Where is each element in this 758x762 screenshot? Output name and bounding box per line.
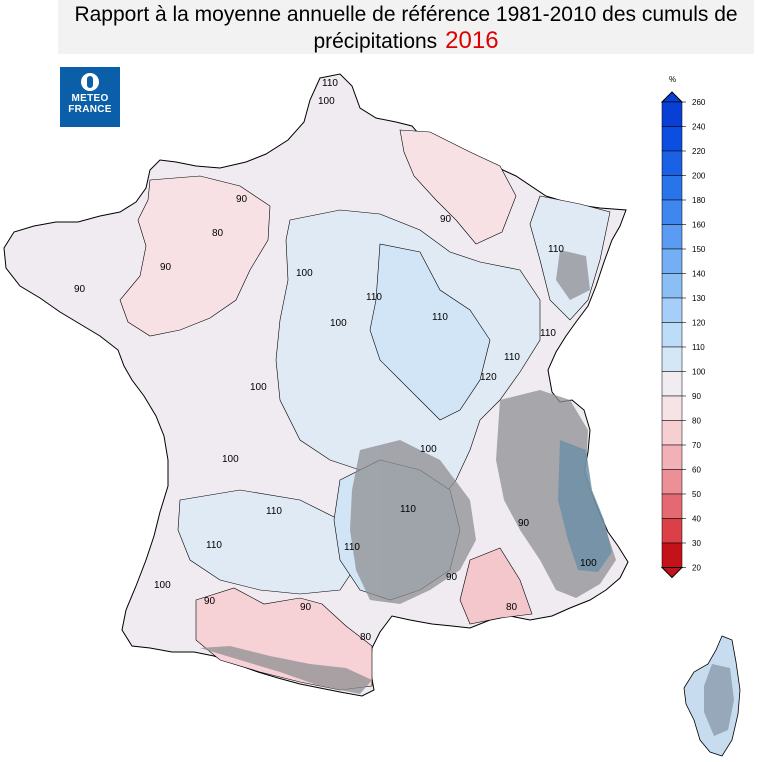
meteo-france-emblem-icon <box>81 73 99 91</box>
contour-label: 110 <box>400 504 416 515</box>
contour-label: 90 <box>204 596 216 607</box>
zone-110-120-center <box>369 243 491 421</box>
contour-labels: 110 100 90 80 90 90 100 110 100 110 120 … <box>74 78 597 643</box>
contour-label: 110 <box>504 352 520 363</box>
legend-swatch <box>661 297 683 323</box>
legend-swatch <box>661 420 683 446</box>
logo-text-1: METEO <box>71 93 109 104</box>
contour-label: 120 <box>480 372 497 383</box>
zone-80-90-provence <box>459 547 533 625</box>
title-line-2-text: précipitations <box>313 30 438 53</box>
contour-label: 110 <box>432 312 448 323</box>
legend-tick-label: 180 <box>692 196 706 205</box>
legend-tick-label: 240 <box>692 123 706 132</box>
contour-label: 100 <box>580 558 597 569</box>
legend-lower-arrow <box>660 567 684 579</box>
contour-label: 90 <box>160 262 172 273</box>
zone-100-110-aquitaine <box>177 489 361 595</box>
legend-swatch <box>661 248 683 274</box>
legend-tick-label: 20 <box>692 564 701 573</box>
contour-label: 110 <box>344 542 360 553</box>
contour-label: 90 <box>236 194 248 205</box>
map-title: Rapport à la moyenne annuelle de référen… <box>58 0 754 54</box>
legend-tick-label: 160 <box>692 221 706 230</box>
legend-swatch <box>661 346 683 372</box>
legend-tick-label: 150 <box>692 245 706 254</box>
legend-tick-label: 40 <box>692 515 701 524</box>
legend-tick-label: 80 <box>692 417 701 426</box>
legend-tick-label: 260 <box>692 98 706 107</box>
contour-label: 110 <box>540 328 556 339</box>
legend: % 260 240 220 200 180 160 150 140 130 120 110 100 90… <box>660 75 706 579</box>
contour-label: 90 <box>446 572 458 583</box>
contour-label: 110 <box>206 540 222 551</box>
contour-label: 110 <box>548 244 564 255</box>
title-line-1: Rapport à la moyenne annuelle de référen… <box>74 3 738 26</box>
legend-swatch <box>661 469 683 495</box>
contour-label: 100 <box>154 580 171 591</box>
contour-label: 100 <box>318 96 335 107</box>
contour-label: 110 <box>322 78 338 89</box>
contour-label: 80 <box>360 632 372 643</box>
legend-tick-label: 50 <box>692 490 701 499</box>
legend-swatch <box>661 101 683 127</box>
legend-swatch <box>661 371 683 397</box>
legend-tick-label: 200 <box>692 172 706 181</box>
legend-swatch <box>661 493 683 519</box>
contour-label: 90 <box>74 284 86 295</box>
contour-label: 80 <box>212 228 224 239</box>
legend-tick-label: 90 <box>692 392 701 401</box>
meteo-france-logo: METEO FRANCE <box>60 67 120 127</box>
legend-swatch <box>661 444 683 470</box>
corsica-relief <box>704 664 734 736</box>
contour-label: 110 <box>266 506 282 517</box>
legend-tick-label: 140 <box>692 270 706 279</box>
legend-tick-label: 130 <box>692 294 706 303</box>
legend-upper-arrow <box>660 91 684 103</box>
legend-tick-label: 110 <box>692 343 705 352</box>
legend-swatch <box>661 224 683 250</box>
legend-swatch <box>661 126 683 152</box>
zone-80-90-brittany <box>119 175 271 337</box>
contour-label: 100 <box>250 382 267 393</box>
legend-swatch <box>661 199 683 225</box>
legend-swatch <box>661 542 683 568</box>
legend-unit: % <box>669 75 676 84</box>
zone-80-90-north <box>399 129 517 245</box>
contour-label: 100 <box>222 454 239 465</box>
legend-swatch <box>661 518 683 544</box>
legend-swatch <box>661 395 683 421</box>
legend-tick-label: 220 <box>692 147 706 156</box>
legend-swatch <box>661 273 683 299</box>
legend-swatch <box>661 322 683 348</box>
logo-text-2: FRANCE <box>68 104 112 115</box>
contour-label: 100 <box>296 268 313 279</box>
contour-label: 90 <box>300 602 312 613</box>
contour-label: 100 <box>330 318 347 329</box>
zone-120-plus-alps <box>558 440 612 572</box>
legend-tick-label: 30 <box>692 539 701 548</box>
contour-label: 90 <box>440 214 452 225</box>
contour-label: 100 <box>420 444 437 455</box>
contour-label: 110 <box>366 292 382 303</box>
title-line-2: précipitations 2016 <box>58 28 754 55</box>
legend-tick-label: 100 <box>692 368 706 377</box>
legend-swatch <box>661 150 683 176</box>
legend-swatch <box>661 175 683 201</box>
legend-tick-label: 120 <box>692 319 706 328</box>
contour-label: 90 <box>518 518 530 529</box>
legend-tick-label: 70 <box>692 441 701 450</box>
title-year: 2016 <box>445 27 499 54</box>
legend-tick-label: 60 <box>692 466 701 475</box>
contour-label: 80 <box>506 602 518 613</box>
zone-80-90-southwest <box>195 587 373 691</box>
